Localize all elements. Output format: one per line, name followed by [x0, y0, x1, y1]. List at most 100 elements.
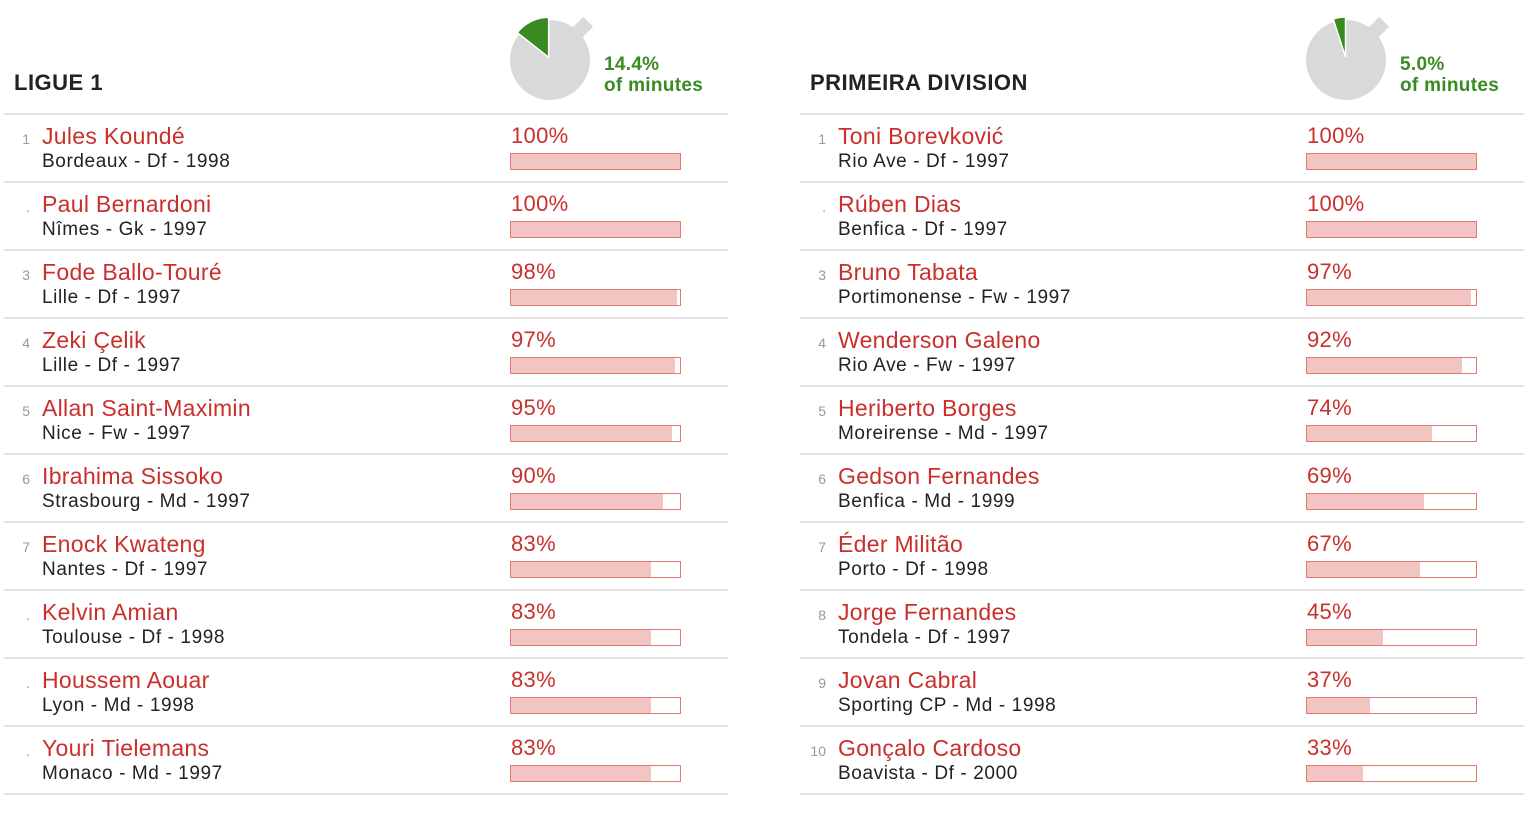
bar-track	[1306, 289, 1477, 306]
percent-label: 69%	[1307, 463, 1352, 488]
player-info: Rio Ave - Fw - 1997	[838, 355, 1016, 376]
bar-track	[510, 765, 681, 782]
bar-track	[1306, 221, 1477, 238]
bar-track	[1306, 697, 1477, 714]
rank-number: 9	[818, 675, 826, 691]
player-info: Portimonense - Fw - 1997	[838, 287, 1071, 308]
table-row: . Youri Tielemans Monaco - Md - 1997 83%	[4, 727, 728, 795]
bar-fill	[1307, 154, 1476, 169]
player-info: Benfica - Df - 1997	[838, 219, 1008, 240]
bar-fill	[511, 630, 652, 645]
bar-track	[510, 629, 681, 646]
bar-fill	[511, 562, 652, 577]
bar-track	[510, 697, 681, 714]
bar-fill	[511, 154, 680, 169]
minutes-share-pie	[510, 16, 594, 100]
player-list: 1 Toni Borevković Rio Ave - Df - 1997 100%.…	[800, 115, 1524, 795]
player-name: Rúben Dias	[838, 191, 962, 217]
bar-fill	[1307, 562, 1421, 577]
player-name: Jorge Fernandes	[838, 599, 1017, 625]
bar-track	[510, 493, 681, 510]
player-name: Zeki Çelik	[42, 327, 146, 353]
player-name: Allan Saint-Maximin	[42, 395, 251, 421]
bar-track	[1306, 425, 1477, 442]
rank-number: 7	[22, 539, 30, 555]
bar-track	[1306, 493, 1477, 510]
percent-label: 83%	[511, 735, 556, 760]
rank-number: .	[26, 675, 30, 691]
rank-number: 3	[818, 267, 826, 283]
bar-fill	[511, 290, 677, 305]
bar-fill	[1307, 358, 1463, 373]
table-row: 3 Bruno Tabata Portimonense - Fw - 1997 97%	[800, 251, 1524, 319]
player-name: Jovan Cabral	[838, 667, 978, 693]
table-row: 6 Gedson Fernandes Benfica - Md - 1999 69%	[800, 455, 1524, 523]
player-name: Paul Bernardoni	[42, 191, 212, 217]
minutes-share-pie	[1306, 16, 1390, 100]
player-name: Enock Kwateng	[42, 531, 206, 557]
player-info: Tondela - Df - 1997	[838, 627, 1011, 648]
bar-track	[1306, 765, 1477, 782]
player-info: Nantes - Df - 1997	[42, 559, 209, 580]
player-info: Bordeaux - Df - 1998	[42, 151, 231, 172]
percent-label: 67%	[1307, 531, 1352, 556]
player-name: Heriberto Borges	[838, 395, 1017, 421]
header-divider	[800, 113, 1524, 115]
table-row: 1 Jules Koundé Bordeaux - Df - 1998 100%	[4, 115, 728, 183]
player-info: Sporting CP - Md - 1998	[838, 695, 1057, 716]
pie-tab	[1367, 16, 1390, 39]
table-row: 5 Heriberto Borges Moreirense - Md - 1997 7…	[800, 387, 1524, 455]
minutes-share-text: of minutes	[604, 75, 704, 96]
player-info: Moreirense - Md - 1997	[838, 423, 1049, 444]
table-row: 9 Jovan Cabral Sporting CP - Md - 1998 37%	[800, 659, 1524, 727]
percent-label: 98%	[511, 259, 556, 284]
pie-slice-share	[516, 16, 550, 59]
player-name: Houssem Aouar	[42, 667, 210, 693]
table-row: 5 Allan Saint-Maximin Nice - Fw - 1997 95%	[4, 387, 728, 455]
rank-number: .	[822, 199, 826, 215]
player-name: Éder Militão	[838, 531, 964, 557]
player-info: Lyon - Md - 1998	[42, 695, 195, 716]
player-name: Toni Borevković	[838, 123, 1004, 149]
rank-number: 4	[818, 335, 826, 351]
player-info: Toulouse - Df - 1998	[42, 627, 226, 648]
bar-fill	[1307, 766, 1363, 781]
player-info: Rio Ave - Df - 1997	[838, 151, 1010, 172]
percent-label: 37%	[1307, 667, 1352, 692]
rank-number: 8	[818, 607, 826, 623]
bar-track	[510, 357, 681, 374]
table-row: . Kelvin Amian Toulouse - Df - 1998 83%	[4, 591, 728, 659]
player-info: Porto - Df - 1998	[838, 559, 989, 580]
ligue1-panel: LIGUE 1 14.4% of minutes 1 Jules Koundé Bo…	[4, 0, 728, 814]
table-row: 8 Jorge Fernandes Tondela - Df - 1997 45%	[800, 591, 1524, 659]
percent-label: 90%	[511, 463, 556, 488]
table-row: . Houssem Aouar Lyon - Md - 1998 83%	[4, 659, 728, 727]
bar-track	[1306, 153, 1477, 170]
player-info: Nîmes - Gk - 1997	[42, 219, 208, 240]
rank-number: 6	[818, 471, 826, 487]
percent-label: 100%	[1307, 191, 1365, 216]
pie-slice-share	[1332, 16, 1347, 58]
percent-label: 74%	[1307, 395, 1352, 420]
rank-number: 1	[818, 131, 826, 147]
pie-tab	[571, 16, 594, 39]
percent-label: 97%	[1307, 259, 1352, 284]
player-list: 1 Jules Koundé Bordeaux - Df - 1998 100%. Pa…	[4, 115, 728, 795]
minutes-share-label: 5.0% of minutes	[1400, 54, 1499, 96]
bar-fill	[511, 358, 675, 373]
percent-label: 83%	[511, 531, 556, 556]
rank-number: .	[26, 607, 30, 623]
player-name: Wenderson Galeno	[838, 327, 1041, 353]
bar-track	[510, 561, 681, 578]
player-info: Boavista - Df - 2000	[838, 763, 1018, 784]
player-name: Fode Ballo-Touré	[42, 259, 222, 285]
percent-label: 45%	[1307, 599, 1352, 624]
player-name: Bruno Tabata	[838, 259, 979, 285]
player-name: Youri Tielemans	[42, 735, 210, 761]
league-title: LIGUE 1	[14, 70, 104, 95]
bar-fill	[1307, 290, 1471, 305]
bar-fill	[1307, 426, 1433, 441]
rank-number: 6	[22, 471, 30, 487]
minutes-share-value: 14.4%	[604, 54, 660, 75]
player-info: Monaco - Md - 1997	[42, 763, 223, 784]
